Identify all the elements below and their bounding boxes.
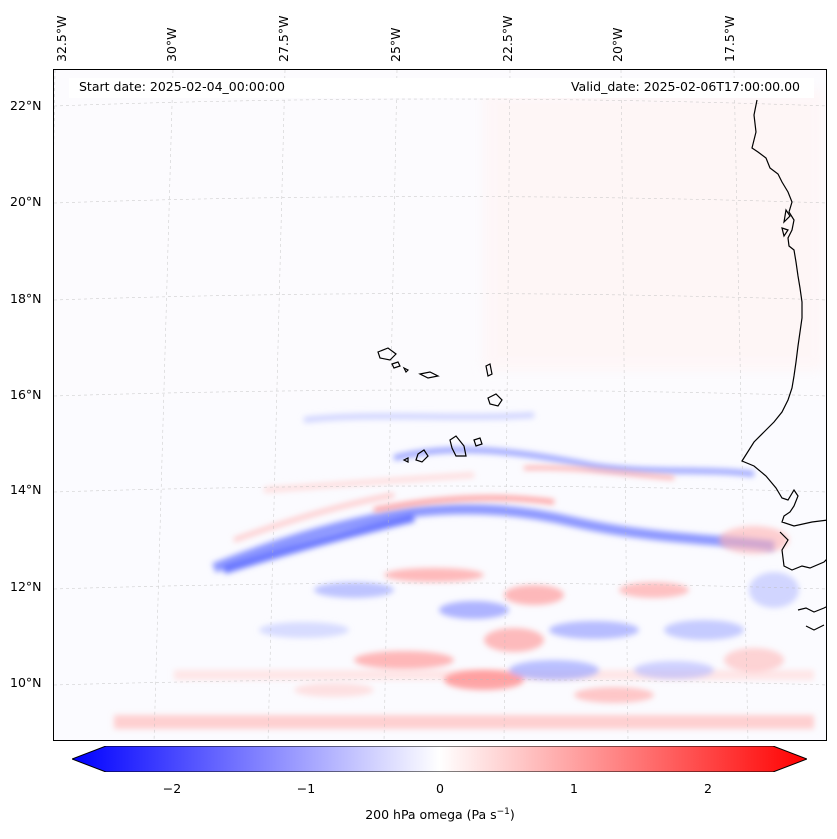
colorbar-tick-1: 1 <box>570 781 578 796</box>
positive-streaks <box>233 465 675 543</box>
lon-label-22-5w: 22.5°W <box>500 15 515 62</box>
colorbar-gradient <box>72 746 807 772</box>
start-date-label: Start date: 2025-02-04_00:00:00 <box>79 79 285 94</box>
title-strip <box>69 78 814 98</box>
colorbar-tick-minus-1: −1 <box>296 781 316 796</box>
lat-label-16n: 16°N <box>10 387 42 402</box>
lat-label-12n: 12°N <box>10 579 42 594</box>
lat-label-10n: 10°N <box>10 675 42 690</box>
lon-label-25w: 25°W <box>388 27 403 62</box>
colorbar-tick-2: 2 <box>704 781 712 796</box>
colorbar <box>72 746 807 772</box>
graticule <box>54 70 826 740</box>
cape-verde-islands <box>377 208 791 463</box>
lon-label-17-5w: 17.5°W <box>722 15 737 62</box>
lat-label-20n: 20°N <box>10 194 42 209</box>
valid-date-label: Valid_date: 2025-02-06T17:00:00.00 <box>570 79 800 94</box>
lat-label-18n: 18°N <box>10 291 42 306</box>
colorbar-tick-0: 0 <box>436 781 444 796</box>
lon-label-27-5w: 27.5°W <box>276 15 291 62</box>
colorbar-label-text: 200 hPa omega (Pa s <box>365 807 497 823</box>
omega-field <box>54 70 826 740</box>
lon-label-30w: 30°W <box>164 27 179 62</box>
lon-label-32-5w: 32.5°W <box>54 15 69 62</box>
colorbar-label-close: ) <box>509 807 515 823</box>
omega-map-panel: Start date: 2025-02-04_00:00:00 Valid_da… <box>53 69 827 741</box>
coastline <box>741 99 826 631</box>
colorbar-label-exponent: −1 <box>496 807 510 817</box>
southern-mixed-field <box>259 526 799 703</box>
lat-label-22n: 22°N <box>10 98 42 113</box>
main-negative-ribbon <box>212 412 775 574</box>
colorbar-label: 200 hPa omega (Pa s−1) <box>0 807 837 822</box>
lon-label-20w: 20°W <box>610 27 625 62</box>
colorbar-tick-minus-2: −2 <box>162 781 182 796</box>
lat-label-14n: 14°N <box>10 482 42 497</box>
